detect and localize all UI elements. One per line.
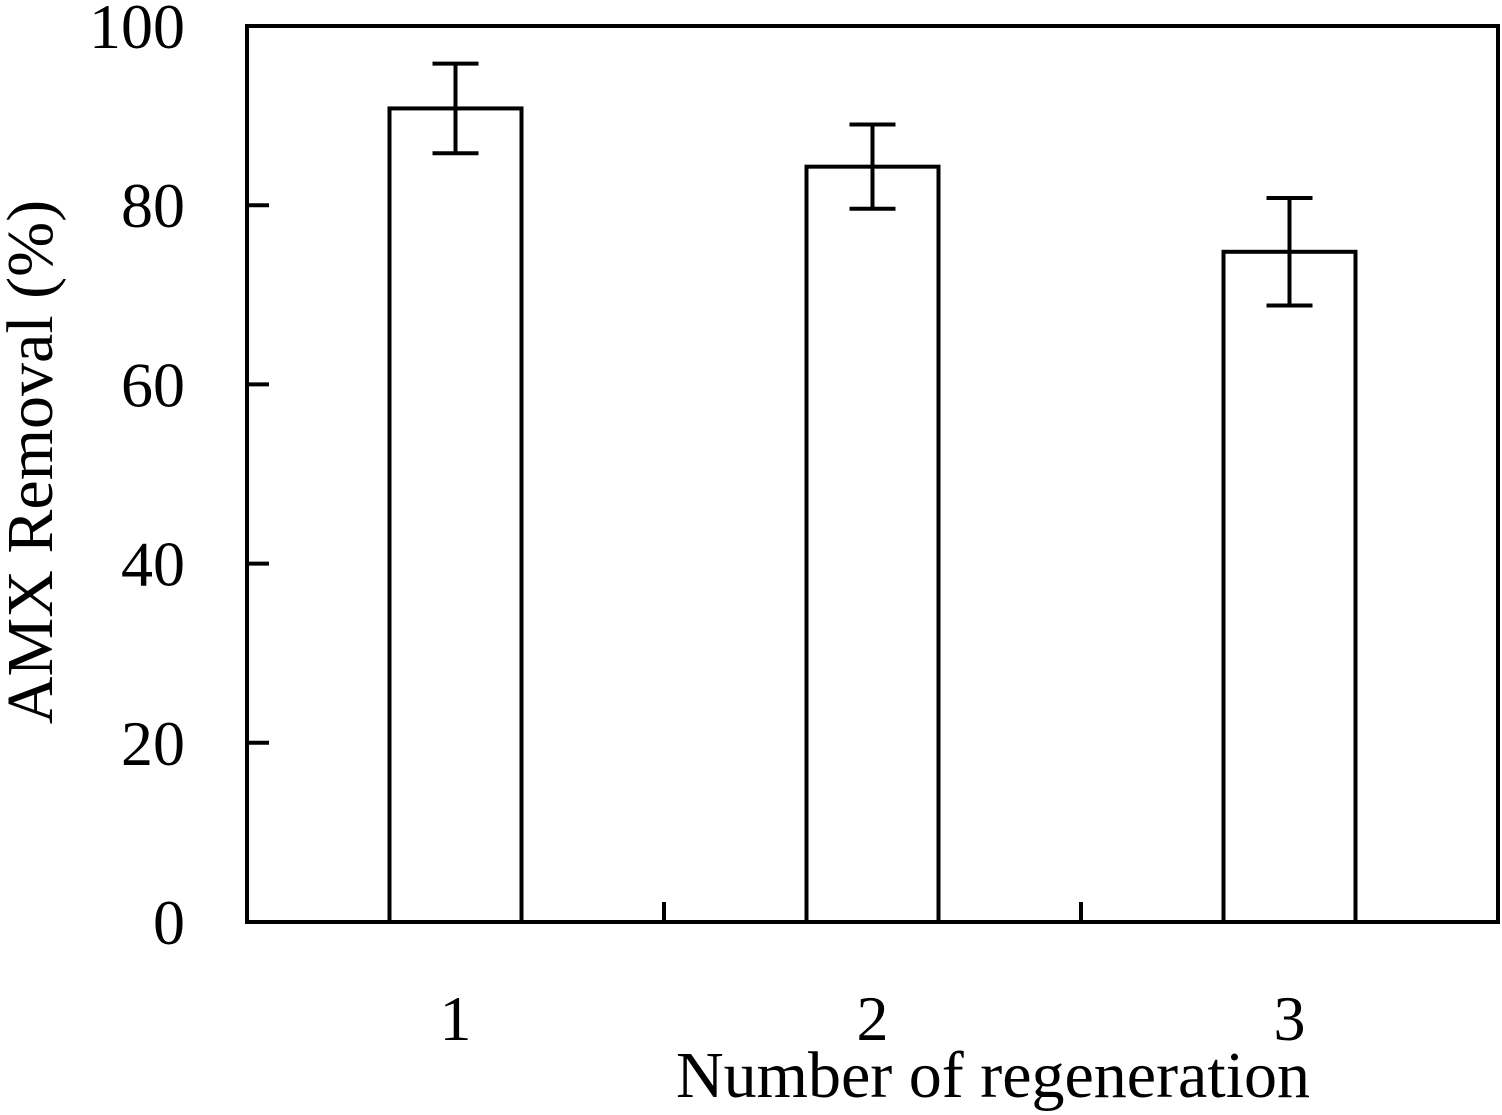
x-tick-label-1: 1 [440, 983, 472, 1054]
x-tick-label-2: 2 [857, 983, 889, 1054]
bar-1 [387, 106, 524, 924]
y-tick-label-100: 100 [89, 0, 185, 62]
plot-marks [387, 61, 1358, 925]
y-tick-label-80: 80 [121, 170, 185, 241]
y-axis-label: AMX Removal (%) [0, 200, 67, 724]
bar-2 [804, 164, 941, 924]
axis-ticks: 1 2 3 0 20 40 60 80 100 [89, 0, 1306, 1054]
y-tick-label-0: 0 [153, 887, 185, 958]
x-tick-label-3: 3 [1274, 983, 1306, 1054]
y-tick-label-60: 60 [121, 349, 185, 420]
y-tick-label-40: 40 [121, 529, 185, 600]
y-tick-label-20: 20 [121, 708, 185, 779]
plot-frame [245, 24, 1500, 924]
x-axis-label: Number of regeneration [676, 1039, 1310, 1112]
bar-3 [1221, 249, 1358, 925]
